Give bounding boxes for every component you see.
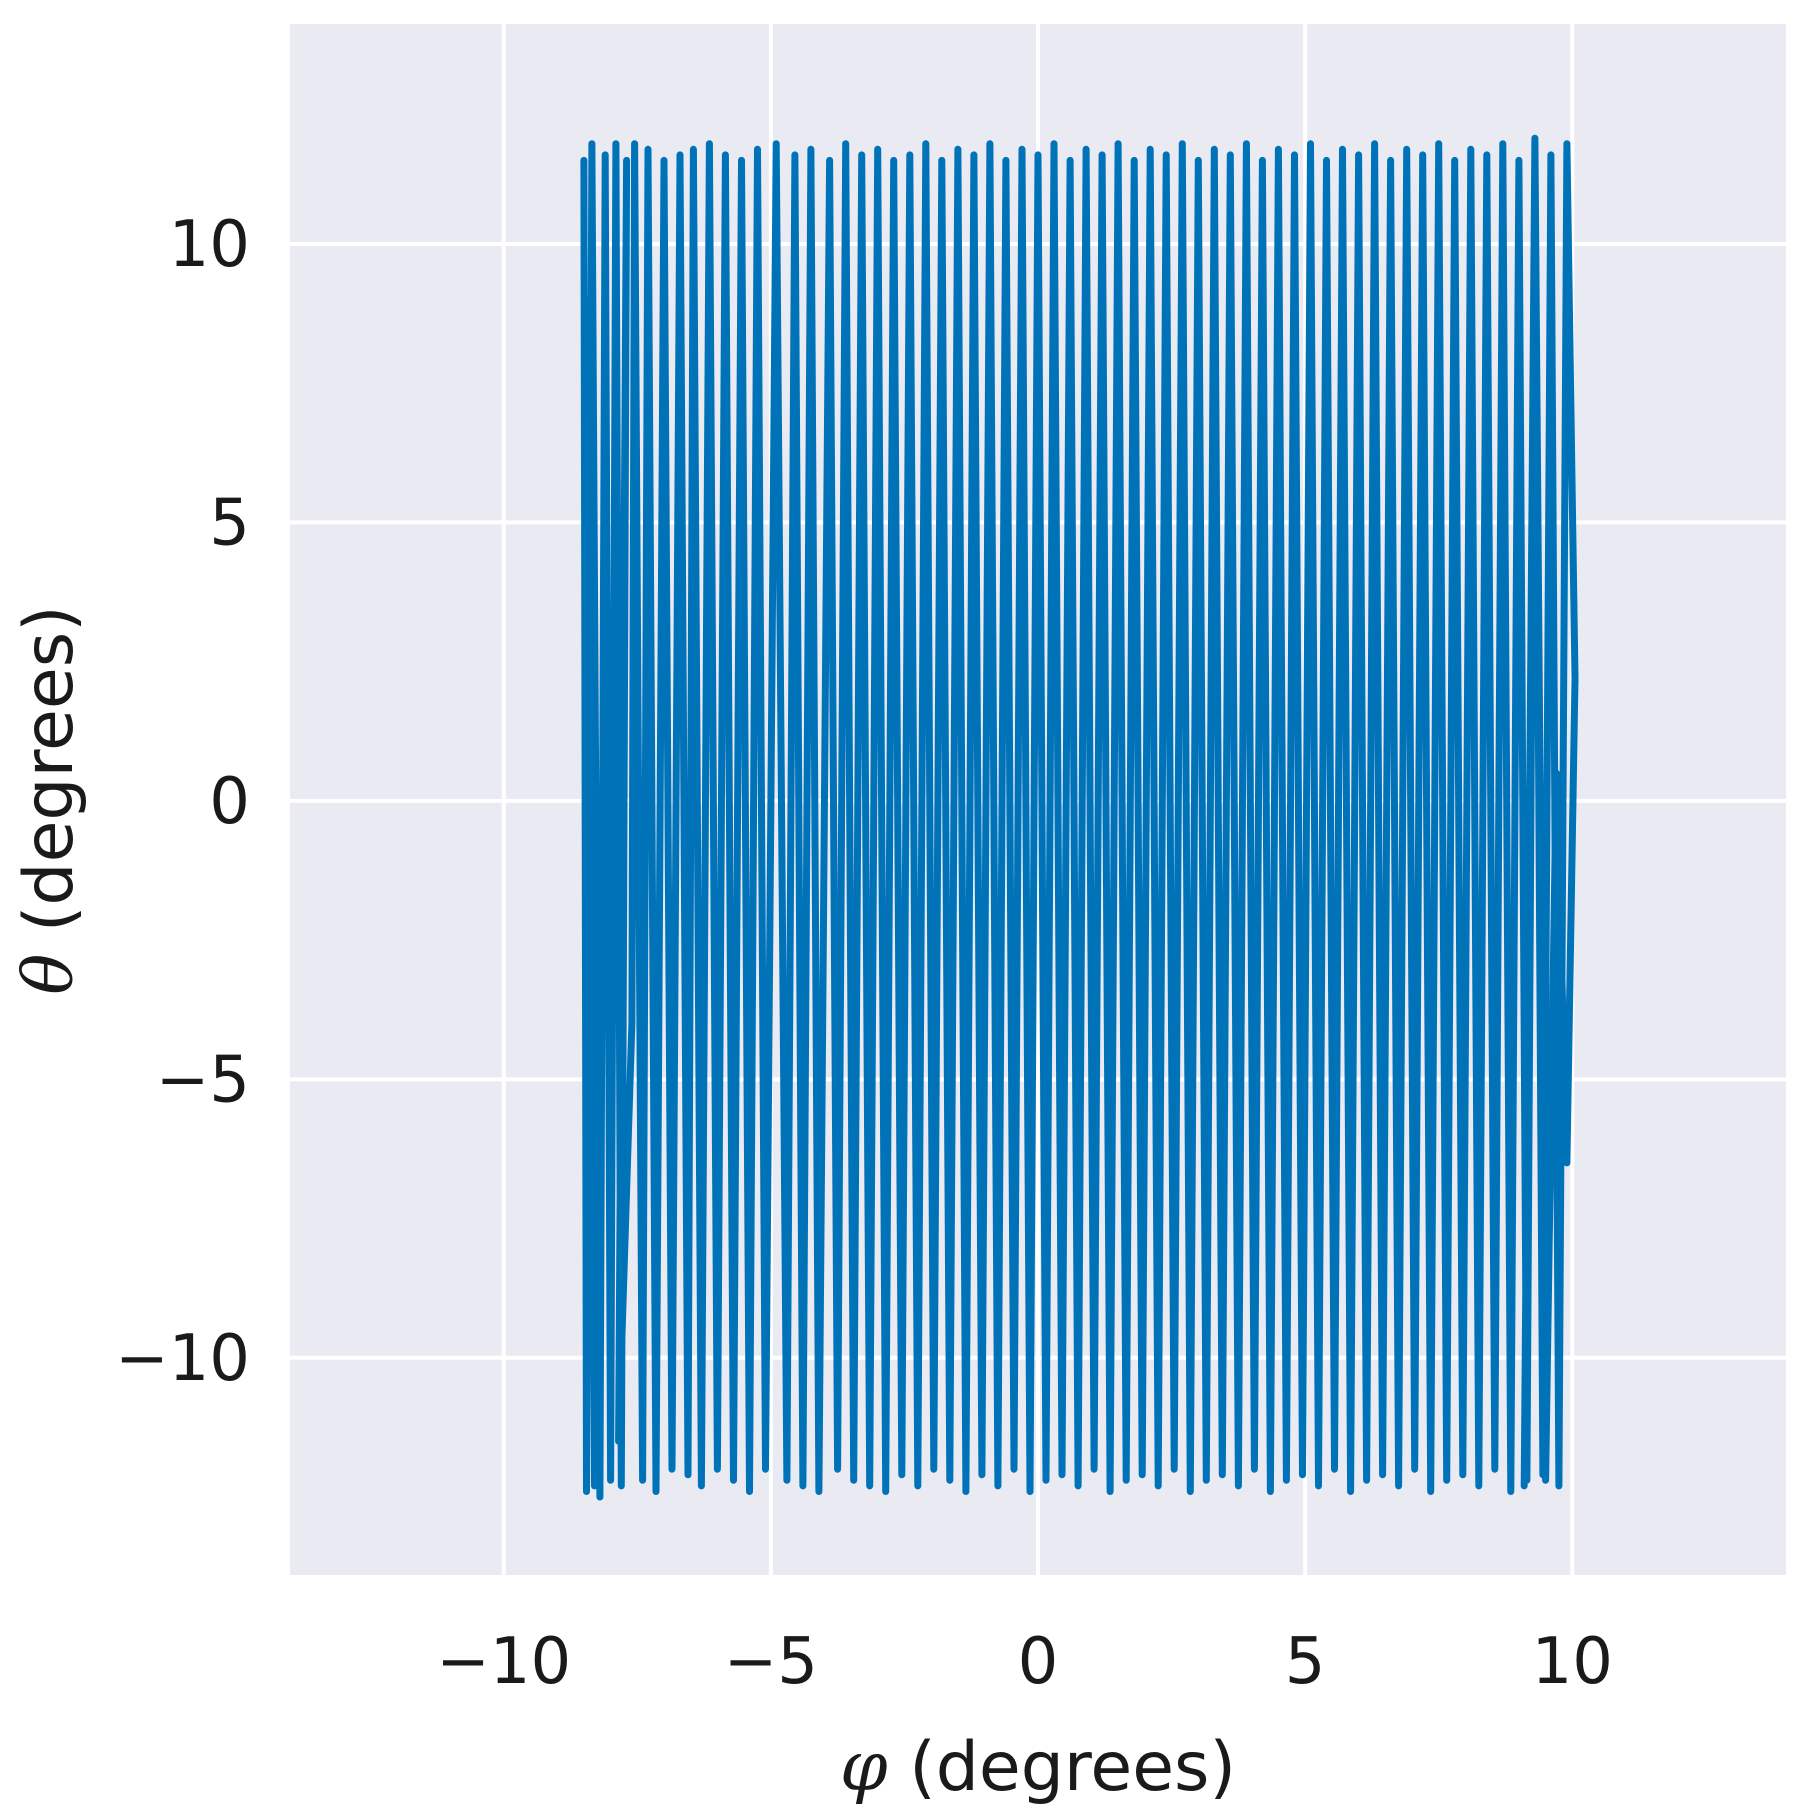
y-tick-label: 5 xyxy=(209,486,250,560)
y-tick-label: 10 xyxy=(169,208,250,282)
y-tick-label: −10 xyxy=(115,1322,250,1396)
x-tick-label: 0 xyxy=(1018,1625,1059,1699)
data-layer xyxy=(580,134,1579,1501)
y-tick-label: −5 xyxy=(156,1043,250,1117)
y-tick-label: 0 xyxy=(209,765,250,839)
y-axis-title: θ (degrees) xyxy=(10,605,89,994)
x-axis-title: φ (degrees) xyxy=(840,1728,1236,1807)
x-tick-label: 5 xyxy=(1285,1625,1326,1699)
tick-layer: −10 −5 0 5 10 −10 −5 0 5 10 xyxy=(115,208,1613,1699)
x-tick-label: −5 xyxy=(724,1625,818,1699)
series-line xyxy=(580,134,1579,1501)
x-tick-label: 10 xyxy=(1532,1625,1613,1699)
x-tick-label: −10 xyxy=(436,1625,571,1699)
